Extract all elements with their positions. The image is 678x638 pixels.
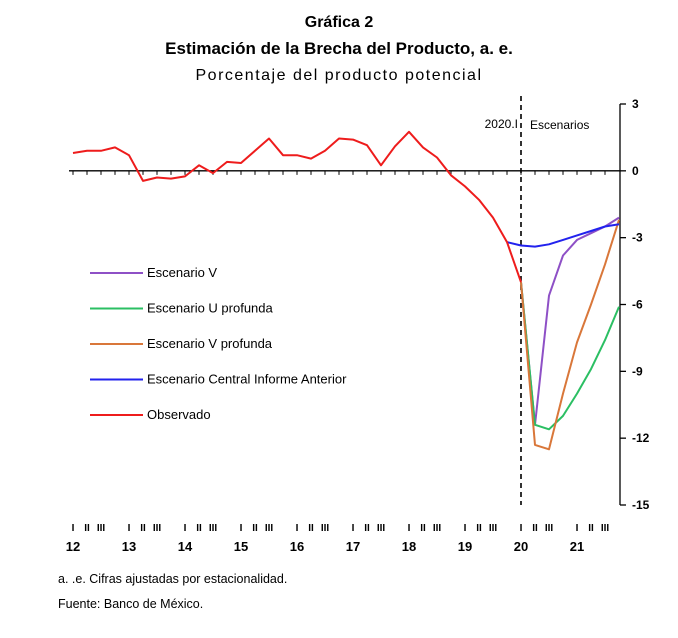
x-quarter-label: III [321,523,330,534]
x-year-label: 17 [346,539,360,554]
chart-label: Gráfica 2 [304,14,374,31]
y-tick-label: -12 [632,431,650,445]
chart-title: Estimación de la Brecha del Producto, a.… [165,39,513,58]
x-quarter-label: I [240,523,243,534]
legend-label: Escenario V profunda [147,336,273,351]
series-line [520,216,620,426]
y-tick-label: 3 [632,97,639,111]
x-quarter-label: III [209,523,218,534]
x-quarter-label: I [184,523,187,534]
y-tick-label: -6 [632,298,643,312]
x-quarter-label: I [464,523,467,534]
x-quarter-label: II [252,523,258,534]
y-tick-label: -15 [632,498,650,512]
series-line [520,219,620,451]
x-quarter-label: II [196,523,202,534]
x-quarter-label: I [296,523,299,534]
x-year-label: 20 [514,539,528,554]
series-line [506,223,620,248]
x-quarter-label: III [265,523,274,534]
x-year-label: 18 [402,539,416,554]
x-quarter-label: I [520,523,523,534]
x-quarter-label: I [408,523,411,534]
series-line [520,282,620,431]
x-year-label: 16 [290,539,304,554]
x-quarter-label: II [476,523,482,534]
legend-label: Observado [147,407,211,422]
x-quarter-label: I [128,523,131,534]
legend-label: Escenario V [147,265,217,280]
x-quarter-label: III [489,523,498,534]
x-year-label: 19 [458,539,472,554]
x-year-label: 12 [66,539,80,554]
x-quarter-label: II [532,523,538,534]
x-quarter-label: III [153,523,162,534]
x-quarter-label: I [576,523,579,534]
chart-area: 3 0 -3 -6 -9 -12 -15 2020.I Escenarios Escenario … [66,96,650,554]
x-year-label: 13 [122,539,136,554]
x-year-label: 15 [234,539,248,554]
x-quarter-label: III [97,523,106,534]
divider-label: 2020.I [485,117,518,131]
x-quarter-label: II [140,523,146,534]
chart-subtitle: Porcentaje del producto potencial [195,67,483,84]
x-quarter-label: II [308,523,314,534]
x-year-label: 21 [570,539,584,554]
x-quarter-label: I [72,523,75,534]
x-quarter-label: I [352,523,355,534]
x-quarter-label: II [420,523,426,534]
footnote-source: Fuente: Banco de México. [58,597,204,611]
x-year-label: 14 [178,539,193,554]
y-tick-label: -3 [632,231,643,245]
x-quarter-label: II [364,523,370,534]
legend-label: Escenario Central Informe Anterior [147,372,347,387]
x-quarter-label: II [84,523,90,534]
footnote-adjusted: a. .e. Cifras ajustadas por estacionalid… [58,572,288,586]
x-quarter-label: II [588,523,594,534]
scenario-label: Escenarios [530,118,589,132]
y-tick-label: 0 [632,164,639,178]
legend-label: Escenario U profunda [147,301,274,316]
x-quarter-label: III [433,523,442,534]
x-quarter-label: III [601,523,610,534]
y-tick-label: -9 [632,364,643,378]
x-quarter-label: III [545,523,554,534]
x-quarter-label: III [377,523,386,534]
series-line [72,130,522,283]
